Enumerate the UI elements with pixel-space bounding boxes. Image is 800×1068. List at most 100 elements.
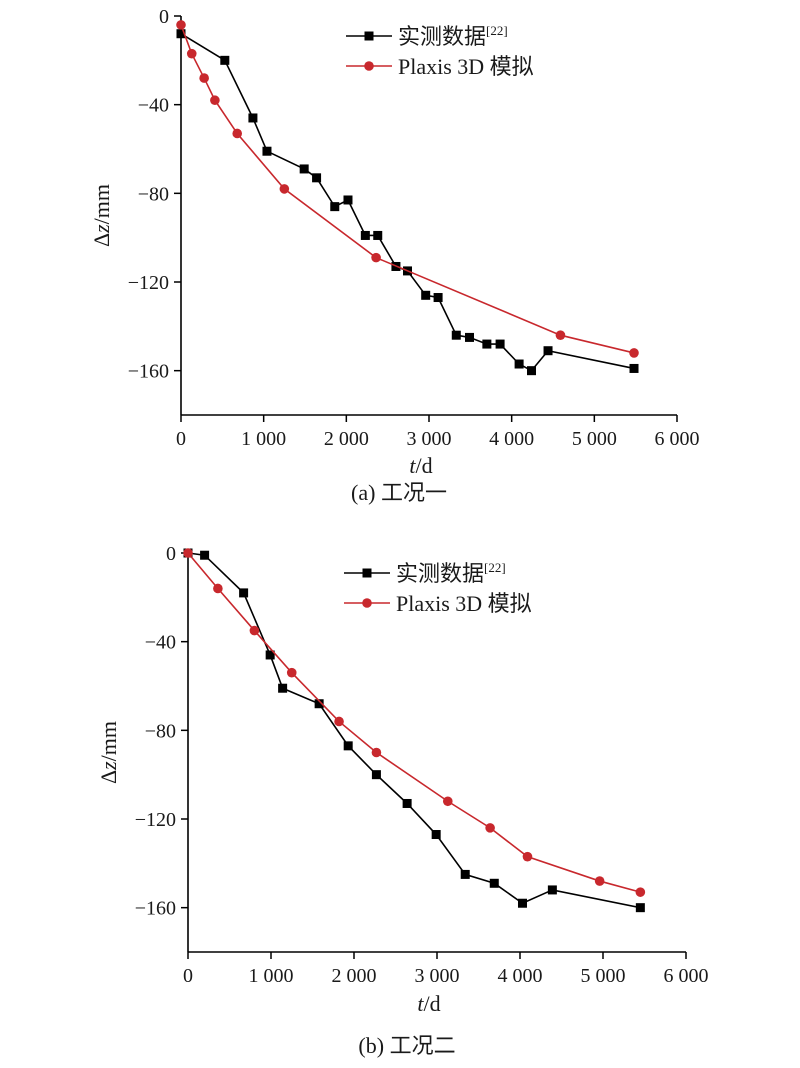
legend-label-name: Plaxis 3D 模拟: [396, 591, 532, 616]
legend-marker: [364, 61, 374, 71]
y-tick-label: −120: [128, 272, 169, 294]
x-tick-label: 3 000: [407, 428, 452, 450]
data-point: [232, 128, 243, 139]
data-point: [433, 293, 443, 303]
data-point: [210, 95, 220, 106]
y-axis-title-prefix: Δ: [96, 770, 121, 784]
x-tick-label: 1 000: [241, 428, 286, 450]
legend-label-name: 实测数据: [398, 24, 486, 49]
data-point: [314, 699, 324, 709]
x-tick-label: 0: [176, 428, 186, 450]
y-tick-label: −160: [135, 898, 176, 920]
y-tick-label: −40: [138, 95, 169, 117]
data-point: [262, 146, 272, 156]
chart-1: 0 1 000 2 000 3 000 4 000 5 000 6 000 0 −40 −80 −1…: [89, 6, 700, 505]
legend-label: Plaxis 3D 模拟: [396, 591, 532, 616]
x-axis-title-unit: /d: [424, 991, 441, 1016]
data-point: [220, 55, 230, 65]
legend-label: 实测数据[22]: [398, 23, 508, 49]
y-tick-label: −160: [128, 361, 169, 383]
x-tick-label: 4 000: [489, 428, 534, 450]
data-point: [482, 339, 492, 349]
legend-label-superscript: [22]: [486, 23, 508, 38]
legend-entry: 实测数据[22]: [346, 23, 508, 49]
legend-marker: [364, 31, 374, 41]
data-point: [629, 363, 639, 373]
data-point: [421, 290, 431, 300]
legend-entry: Plaxis 3D 模拟: [346, 54, 534, 79]
data-point: [176, 29, 186, 39]
data-point: [248, 113, 258, 123]
data-point: [330, 202, 340, 212]
y-tick-label: 0: [159, 6, 169, 28]
data-point: [465, 332, 475, 342]
data-point: [460, 869, 470, 879]
x-tick-label: 1 000: [249, 965, 294, 987]
x-axis-title-unit: /d: [416, 453, 433, 478]
y-axis-title-prefix: Δ: [89, 233, 114, 247]
y-axis-title-unit: /mm: [96, 721, 121, 761]
y-tick-label: −80: [138, 183, 169, 205]
chart-2: 0 1 000 2 000 3 000 4 000 5 000 6 000 0 −40 −80 −1…: [96, 543, 709, 1058]
legend-marker: [362, 598, 372, 608]
data-point: [547, 885, 557, 895]
x-tick-label: 4 000: [498, 965, 543, 987]
y-axis-title: Δz/mm: [96, 721, 121, 784]
data-point: [199, 73, 209, 83]
data-point: [514, 359, 524, 369]
series-measured: [176, 29, 639, 376]
x-tick-label: 6 000: [664, 965, 709, 987]
legend-label-name: Plaxis 3D 模拟: [398, 54, 534, 79]
data-point: [278, 683, 288, 693]
data-point: [176, 20, 186, 30]
legend-label: Plaxis 3D 模拟: [398, 54, 534, 79]
legend-label: 实测数据[22]: [396, 560, 506, 586]
x-tick-label: 6 000: [655, 428, 700, 450]
y-tick-label: 0: [166, 543, 176, 565]
data-point: [371, 747, 382, 758]
data-point: [299, 164, 309, 174]
legend-entry: Plaxis 3D 模拟: [344, 591, 532, 616]
figure-caption: (b) 工况二: [358, 1033, 455, 1058]
data-point: [594, 876, 605, 886]
legend-label-superscript: [22]: [484, 560, 506, 575]
series-plaxis: [176, 20, 639, 358]
series-line: [180, 33, 635, 372]
data-point: [485, 823, 495, 833]
x-axis-title-var: t: [409, 453, 416, 478]
data-point: [286, 667, 297, 678]
data-point: [517, 898, 527, 908]
x-axis-title-var: t: [417, 991, 424, 1016]
data-point: [249, 625, 260, 636]
y-axis-title-unit: /mm: [89, 184, 114, 224]
x-tick-label: 2 000: [332, 965, 377, 987]
figure-caption: (a) 工况一: [351, 480, 447, 505]
legend-marker: [362, 568, 372, 578]
x-axis-title: t/d: [417, 991, 440, 1016]
data-point: [522, 851, 533, 862]
y-tick-label: −40: [145, 632, 176, 654]
data-point: [312, 173, 322, 183]
data-point: [200, 550, 210, 560]
legend-entry: 实测数据[22]: [344, 560, 506, 586]
data-point: [442, 796, 453, 807]
data-point: [186, 48, 197, 59]
data-point: [495, 339, 505, 349]
data-point: [360, 230, 370, 240]
x-tick-label: 5 000: [572, 428, 617, 450]
data-point: [635, 903, 645, 913]
x-tick-label: 3 000: [415, 965, 460, 987]
data-point: [183, 548, 193, 558]
series-plaxis: [183, 548, 646, 897]
data-point: [343, 195, 353, 205]
x-tick-label: 0: [183, 965, 193, 987]
y-axis-title-var: z: [89, 224, 114, 234]
data-point: [279, 184, 290, 194]
data-point: [489, 878, 499, 888]
data-point: [431, 830, 441, 840]
data-point: [239, 588, 249, 598]
y-axis-title-var: z: [96, 761, 121, 771]
data-point: [371, 770, 381, 780]
data-point: [555, 330, 566, 341]
